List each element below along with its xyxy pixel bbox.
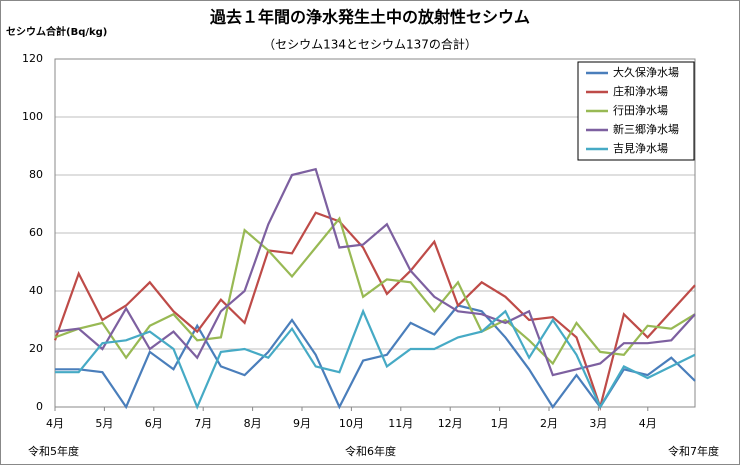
y-tick-label: 80 [29,168,43,181]
series-line [54,216,696,366]
y-tick-label: 60 [29,226,43,239]
y-tick-label: 100 [22,110,43,123]
y-axis-label: セシウム合計(Bq/kg) [6,25,107,38]
x-tick-label: 6月 [145,417,163,430]
plot-border [54,58,696,408]
series-line [55,308,696,410]
x-tick-label: 4月 [639,417,657,430]
x-tick-label: 5月 [95,417,113,430]
chart-subtitle: （セシウム134とセシウム137の合計） [263,37,477,52]
series-line [55,304,696,410]
x-tick-label: 8月 [244,417,262,430]
y-tick-label: 40 [29,284,43,297]
x-tick-label: 1月 [491,417,509,430]
x-tick-label: 2月 [540,417,558,430]
x-tick-label: 11月 [388,417,413,430]
x-tick-label: 7月 [194,417,212,430]
y-tick-label: 0 [36,400,43,413]
legend-label: 吉見浄水場 [613,141,668,155]
x-tick-label: 3月 [589,417,607,430]
legend-label: 新三郷浄水場 [613,122,679,136]
y-tick-label: 120 [22,52,43,65]
legend-label: 庄和浄水場 [613,84,668,98]
annotation: 令和6年度 [345,444,396,458]
y-tick-label: 20 [29,342,43,355]
x-tick-label: 9月 [293,417,311,430]
annotation: 令和5年度 [28,444,79,458]
annotation: 令和7年度 [668,444,719,458]
legend-label: 大久保浄水場 [613,65,679,79]
x-tick-label: 10月 [339,417,364,430]
x-tick-label: 12月 [438,417,463,430]
series-line [53,211,696,411]
chart-title: 過去１年間の浄水発生土中の放射性セシウム [209,8,530,27]
legend-label: 行田浄水場 [613,103,668,117]
x-tick-label: 4月 [46,417,64,430]
